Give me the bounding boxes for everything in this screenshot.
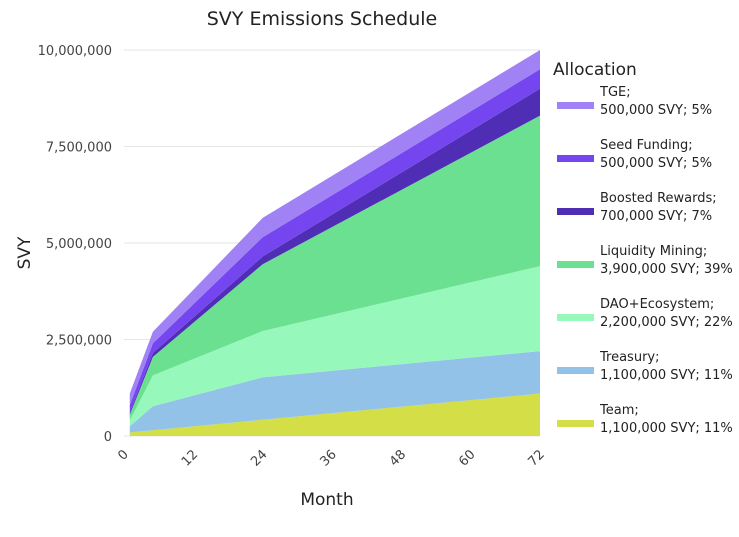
area-seed-funding: [129, 69, 540, 413]
y-axis-title: SVY: [15, 236, 35, 269]
legend-item-tge[interactable]: TGE; 500,000 SVY; 5%: [557, 85, 712, 118]
legend-item-boosted-rewards[interactable]: Boosted Rewards; 700,000 SVY; 7%: [557, 191, 717, 224]
legend-label: Treasury;: [599, 350, 659, 365]
legend-label: Boosted Rewards;: [600, 191, 717, 206]
legend-item-dao-ecosystem[interactable]: DAO+Ecosystem; 2,200,000 SVY; 22%: [557, 297, 733, 330]
y-tick-label: 7,500,000: [46, 141, 112, 156]
y-tick-label: 2,500,000: [46, 334, 112, 349]
legend-detail: 2,200,000 SVY; 22%: [600, 315, 733, 330]
legend-item-team[interactable]: Team; 1,100,000 SVY; 11%: [557, 403, 733, 436]
area-tge: [129, 50, 540, 406]
area-series-group: [129, 50, 540, 436]
legend-detail: 500,000 SVY; 5%: [600, 103, 712, 118]
legend-swatch: [557, 420, 594, 427]
legend-detail: 1,100,000 SVY; 11%: [600, 421, 733, 436]
chart-title: SVY Emissions Schedule: [207, 8, 438, 30]
legend-label: TGE;: [599, 85, 631, 100]
legend-detail: 3,900,000 SVY; 39%: [600, 262, 733, 277]
y-tick-label: 0: [104, 430, 112, 445]
x-tick-label: 0: [115, 447, 131, 463]
legend-detail: 700,000 SVY; 7%: [600, 209, 712, 224]
x-axis-title: Month: [300, 490, 353, 510]
area-liquidity-mining: [129, 115, 540, 421]
x-tick-label: 36: [318, 447, 340, 469]
legend-swatch: [557, 155, 594, 162]
x-tick-label: 72: [526, 447, 548, 469]
legend-item-treasury[interactable]: Treasury; 1,100,000 SVY; 11%: [557, 350, 733, 383]
area-treasury: [129, 351, 540, 433]
x-axis: 0 12 24 36 48 60 72: [115, 447, 547, 469]
legend-swatch: [557, 367, 594, 374]
y-tick-label: 10,000,000: [38, 44, 112, 59]
area-team: [129, 393, 540, 436]
x-tick-label: 24: [248, 447, 270, 469]
legend-item-liquidity-mining[interactable]: Liquidity Mining; 3,900,000 SVY; 39%: [557, 244, 733, 277]
area-dao-ecosystem: [129, 266, 540, 427]
area-boosted-rewards: [129, 88, 540, 415]
legend-label: Liquidity Mining;: [600, 244, 707, 259]
legend-label: DAO+Ecosystem;: [600, 297, 714, 312]
legend-swatch: [557, 314, 594, 321]
y-axis: 0 2,500,000 5,000,000 7,500,000 10,000,000: [38, 44, 112, 445]
legend-label: Team;: [599, 403, 639, 418]
legend-label: Seed Funding;: [600, 138, 693, 153]
legend-swatch: [557, 261, 594, 268]
legend-swatch: [557, 102, 594, 109]
legend: Allocation TGE;500,000 SVY; 5%Seed Fundi…: [553, 60, 733, 436]
legend-detail: 500,000 SVY; 5%: [600, 156, 712, 171]
x-tick-label: 48: [387, 447, 409, 469]
legend-swatch: [557, 208, 594, 215]
legend-title: Allocation: [553, 60, 637, 80]
x-tick-label: 60: [456, 447, 478, 469]
y-tick-label: 5,000,000: [46, 237, 112, 252]
x-tick-label: 12: [179, 447, 201, 469]
legend-detail: 1,100,000 SVY; 11%: [600, 368, 733, 383]
legend-item-seed-funding[interactable]: Seed Funding; 500,000 SVY; 5%: [557, 138, 712, 171]
